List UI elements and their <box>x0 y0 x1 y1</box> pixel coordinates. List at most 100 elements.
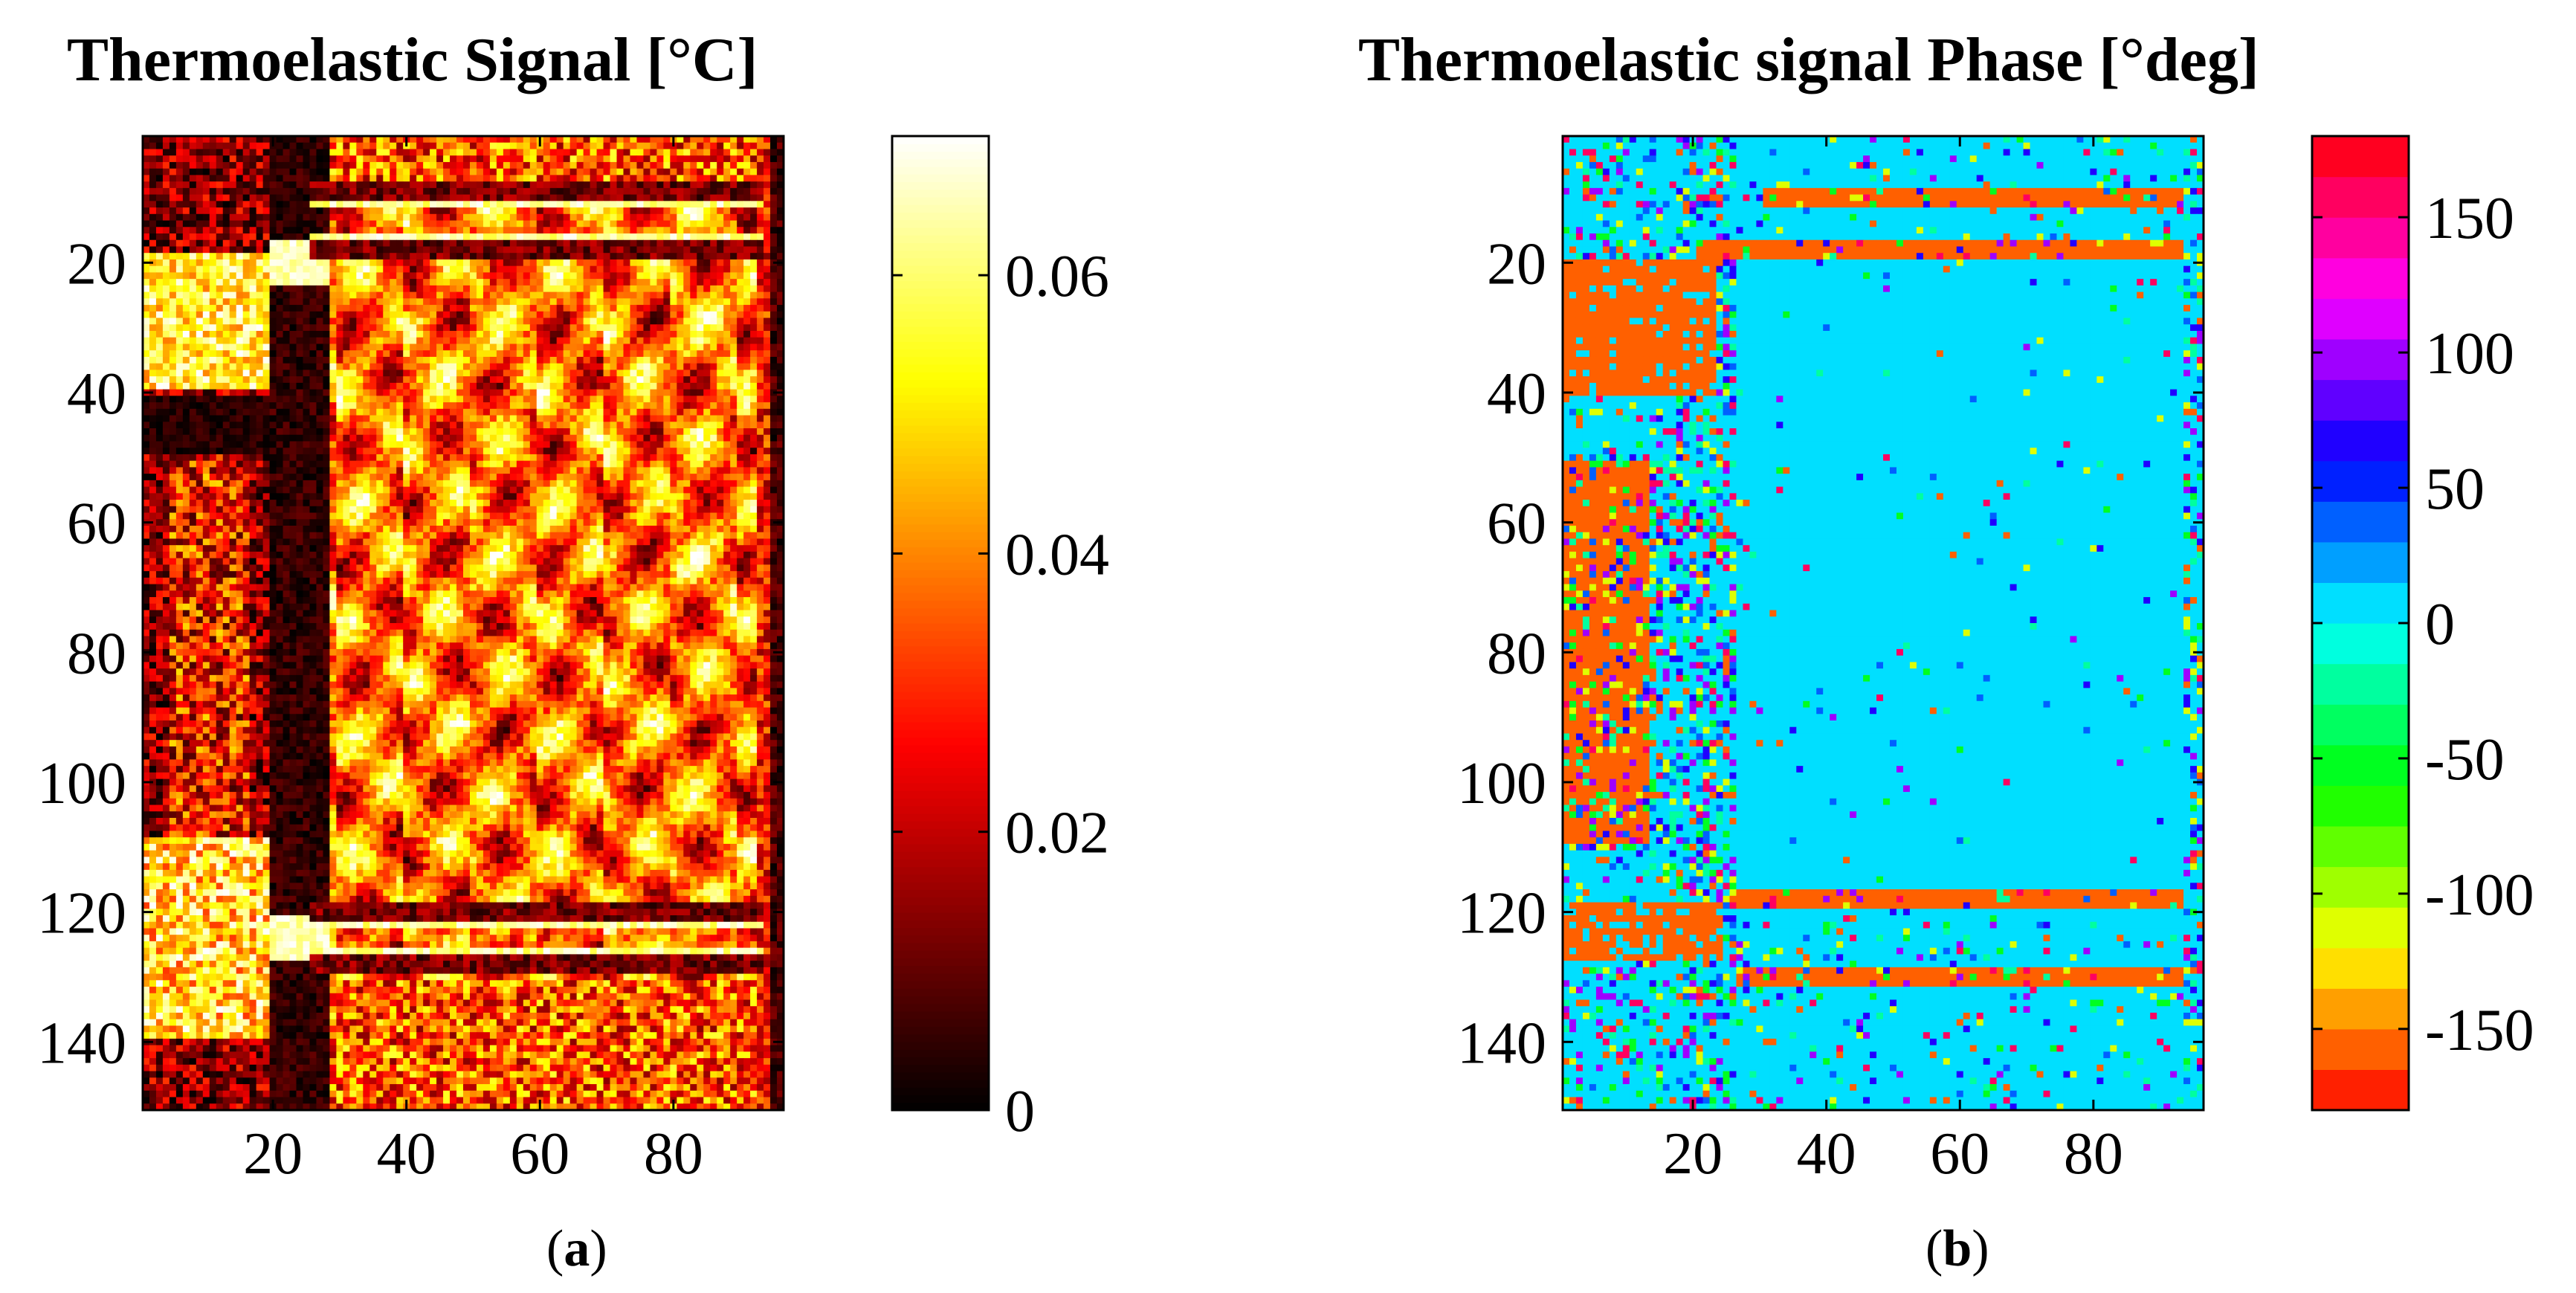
heatmap-cell <box>202 259 210 267</box>
heatmap-cell <box>770 227 778 234</box>
heatmap-cell <box>636 265 645 273</box>
heatmap-cell <box>643 175 651 182</box>
heatmap-cell <box>149 265 157 273</box>
heatmap-cell <box>523 233 531 241</box>
heatmap-cell <box>189 213 197 222</box>
heatmap-cell <box>416 298 424 306</box>
heatmap-cell <box>269 370 277 377</box>
heatmap-cell <box>202 227 210 234</box>
heatmap-cell <box>363 227 370 234</box>
heatmap-cell <box>283 317 291 325</box>
heatmap-cell <box>777 454 784 462</box>
heatmap-cell <box>162 272 170 280</box>
heatmap-cell <box>757 370 764 377</box>
heatmap-cell <box>529 265 538 273</box>
heatmap-cell <box>549 331 558 338</box>
heatmap-cell <box>396 415 404 422</box>
heatmap-cell <box>496 311 504 319</box>
heatmap-cell <box>403 285 410 293</box>
heatmap-cell <box>603 194 611 201</box>
heatmap-cell <box>343 291 350 299</box>
heatmap-cell <box>770 207 778 215</box>
heatmap-cell <box>316 460 324 468</box>
heatmap-cell <box>296 415 304 422</box>
heatmap-cell <box>730 331 737 338</box>
heatmap-cell <box>376 161 384 170</box>
heatmap-cell <box>410 168 417 175</box>
heatmap-cell <box>436 265 444 273</box>
heatmap-cell <box>175 187 184 196</box>
heatmap-cell <box>303 467 311 474</box>
heatmap-cell <box>503 415 511 422</box>
heatmap-cell <box>349 239 357 248</box>
heatmap-cell <box>410 259 417 267</box>
heatmap-cell <box>603 181 611 189</box>
heatmap-cell <box>583 422 591 429</box>
heatmap-cell <box>496 181 504 189</box>
heatmap-cell <box>489 363 497 370</box>
heatmap-cell <box>430 201 437 208</box>
heatmap-cell <box>576 253 584 260</box>
heatmap-cell <box>703 317 711 325</box>
heatmap-cell <box>730 344 737 351</box>
heatmap-cell <box>175 201 184 208</box>
heatmap-cell <box>516 161 524 170</box>
heatmap-cell <box>169 291 177 299</box>
heatmap-cell <box>482 382 491 390</box>
heatmap-cell <box>610 467 618 474</box>
heatmap-cell <box>656 142 664 150</box>
heatmap-cell <box>549 428 558 436</box>
heatmap-cell <box>730 291 737 299</box>
heatmap-cell <box>209 376 217 384</box>
heatmap-cell <box>336 448 343 455</box>
heatmap-cell <box>143 239 150 248</box>
heatmap-cell <box>583 337 591 345</box>
heatmap-cell <box>430 428 437 436</box>
heatmap-cell <box>403 213 410 222</box>
heatmap-cell <box>262 376 271 384</box>
heatmap-cell <box>423 285 430 293</box>
heatmap-cell <box>423 428 430 436</box>
heatmap-cell <box>536 298 544 306</box>
heatmap-cell <box>182 382 190 390</box>
heatmap-cell <box>603 422 611 429</box>
heatmap-cell <box>403 259 410 267</box>
heatmap-cell <box>650 227 657 234</box>
heatmap-cell <box>723 298 731 306</box>
heatmap-cell <box>516 181 524 189</box>
heatmap-cell <box>356 246 364 254</box>
heatmap-cell <box>376 441 384 448</box>
heatmap-cell <box>369 149 377 156</box>
heatmap-cell <box>175 181 184 189</box>
heatmap-cell <box>496 396 504 403</box>
heatmap-cell <box>563 187 571 196</box>
heatmap-cell <box>503 285 511 293</box>
heatmap-cell <box>336 422 343 429</box>
heatmap-cell <box>549 220 558 228</box>
heatmap-cell <box>143 408 150 416</box>
heatmap-cell <box>283 175 291 182</box>
heatmap-cell <box>563 422 571 429</box>
heatmap-cell <box>757 467 764 474</box>
heatmap-cell <box>683 317 691 325</box>
heatmap-cell <box>643 161 651 170</box>
heatmap-cell <box>630 454 638 462</box>
heatmap-cell <box>456 149 464 156</box>
heatmap-cell <box>543 370 551 377</box>
heatmap-cell <box>610 408 618 416</box>
heatmap-cell <box>262 155 271 163</box>
heatmap-cell <box>343 194 350 201</box>
heatmap-cell <box>670 201 677 208</box>
heatmap-cell <box>222 356 230 364</box>
heatmap-cell <box>690 161 697 170</box>
heatmap-cell <box>496 161 504 170</box>
heatmap-cell <box>450 317 457 325</box>
heatmap-cell <box>583 350 591 358</box>
heatmap-cell <box>583 434 591 442</box>
heatmap-cell <box>630 467 638 474</box>
heatmap-cell <box>610 305 618 312</box>
heatmap-cell <box>683 253 691 260</box>
heatmap-cell <box>743 220 751 228</box>
heatmap-cell <box>209 422 217 429</box>
heatmap-cell <box>343 402 350 410</box>
